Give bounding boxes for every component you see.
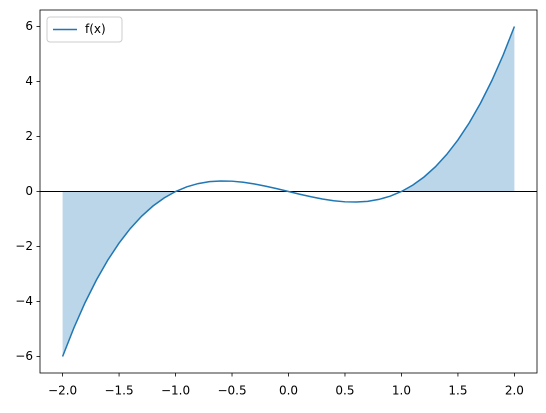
x-tick-label: −2.0: [48, 384, 77, 398]
x-tick-label: 1.0: [392, 384, 411, 398]
y-tick-label: 0: [25, 184, 33, 198]
y-tick-label: −2: [15, 239, 33, 253]
y-tick-label: −6: [15, 349, 33, 363]
y-tick-label: 4: [25, 74, 33, 88]
y-tick-label: −4: [15, 294, 33, 308]
x-tick-label: −1.0: [161, 384, 190, 398]
legend: f(x): [46, 16, 123, 43]
x-tick-label: 2.0: [505, 384, 524, 398]
x-tick-label: 0.5: [335, 384, 354, 398]
x-tick-label: −0.5: [217, 384, 246, 398]
x-tick-label: −1.5: [104, 384, 133, 398]
line: [61, 26, 516, 357]
fill-area: [62, 191, 176, 357]
x-tick-label: 1.5: [448, 384, 467, 398]
legend-box: [46, 16, 123, 43]
fill-area: [401, 26, 515, 192]
x-tick-label: 0.0: [279, 384, 298, 398]
legend-label: f(x): [85, 22, 106, 36]
y-tick-label: 6: [25, 19, 33, 33]
y-tick-label: 2: [25, 129, 33, 143]
